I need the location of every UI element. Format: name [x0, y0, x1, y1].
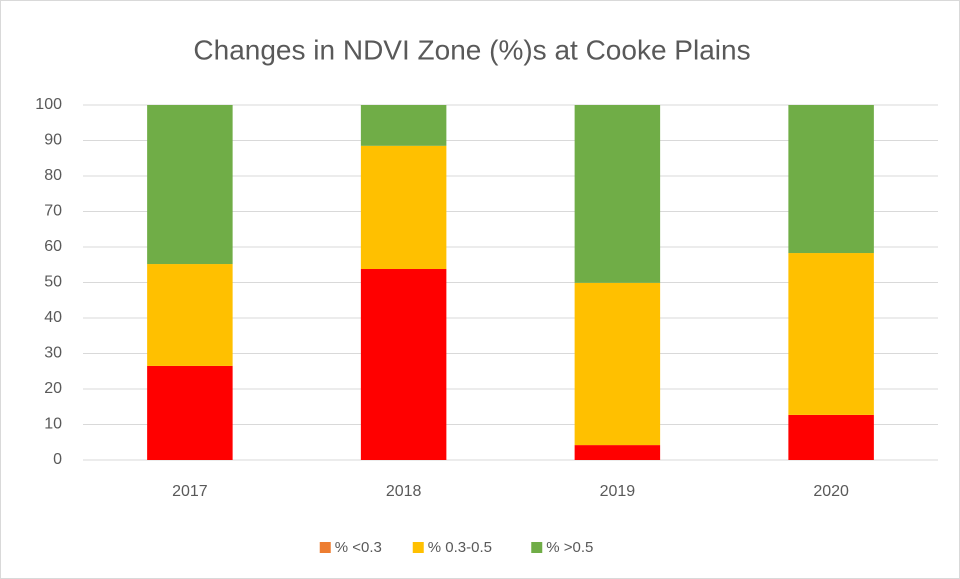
- bar-segment: [360, 269, 447, 460]
- bar-segment: [147, 105, 233, 265]
- y-tick-label: 100: [35, 96, 62, 113]
- y-tick-label: 30: [44, 345, 62, 362]
- y-tick-label: 0: [53, 451, 62, 468]
- x-tick-label: 2020: [813, 483, 849, 500]
- legend-label: % >0.5: [546, 539, 593, 556]
- bar-segment: [147, 264, 233, 366]
- y-tick-label: 50: [44, 274, 62, 291]
- y-tick-label: 10: [44, 416, 62, 433]
- legend-swatch: [319, 542, 331, 553]
- bar-segment: [360, 145, 447, 270]
- y-tick-label: 60: [44, 238, 62, 255]
- y-tick-label: 20: [44, 380, 62, 397]
- legend-label: % 0.3-0.5: [428, 539, 492, 556]
- legend-swatch: [531, 542, 543, 553]
- bar-segment: [788, 105, 874, 254]
- bar-segment: [360, 105, 447, 146]
- bar-segment: [788, 253, 874, 415]
- y-tick-label: 90: [44, 132, 62, 149]
- bar-segment: [788, 414, 874, 460]
- chart-title: Changes in NDVI Zone (%)s at Cooke Plain…: [193, 34, 750, 65]
- y-tick-label: 80: [44, 167, 62, 184]
- bar-segment: [574, 105, 661, 283]
- x-tick-label: 2018: [386, 483, 422, 500]
- x-tick-label: 2019: [600, 483, 636, 500]
- y-tick-label: 40: [44, 309, 62, 326]
- legend-swatch: [412, 542, 424, 553]
- bar-segment: [147, 365, 233, 460]
- legend: % <0.3 % 0.3-0.5 % >0.5: [319, 539, 593, 556]
- legend-label: % <0.3: [335, 539, 382, 556]
- bar-segment: [574, 282, 661, 446]
- bar-segment: [574, 445, 661, 460]
- y-tick-label: 70: [44, 203, 62, 220]
- x-tick-label: 2017: [172, 483, 208, 500]
